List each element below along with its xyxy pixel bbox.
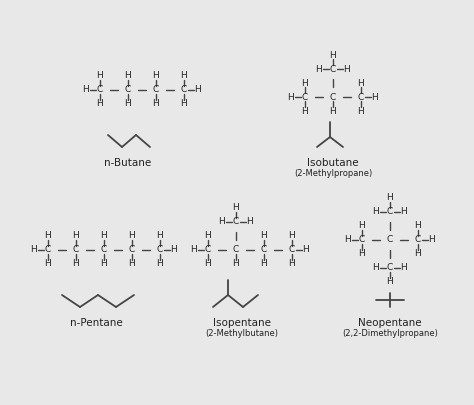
Text: H: H <box>233 203 239 213</box>
Text: (2-Methylbutane): (2-Methylbutane) <box>206 328 279 337</box>
Text: H: H <box>205 260 211 269</box>
Text: H: H <box>373 264 379 273</box>
Text: H: H <box>31 245 37 254</box>
Text: H: H <box>191 245 197 254</box>
Text: H: H <box>359 249 365 258</box>
Text: C: C <box>330 92 336 102</box>
Text: C: C <box>302 92 308 102</box>
Text: C: C <box>387 207 393 217</box>
Text: n-Butane: n-Butane <box>104 158 152 168</box>
Text: C: C <box>415 235 421 245</box>
Text: H: H <box>82 85 90 94</box>
Text: H: H <box>401 264 407 273</box>
Text: C: C <box>233 245 239 254</box>
Text: H: H <box>128 260 136 269</box>
Text: H: H <box>153 72 159 81</box>
Text: H: H <box>357 79 365 87</box>
Text: C: C <box>101 245 107 254</box>
Text: H: H <box>373 207 379 217</box>
Text: C: C <box>359 235 365 245</box>
Text: C: C <box>129 245 135 254</box>
Text: (2,2-Dimethylpropane): (2,2-Dimethylpropane) <box>342 328 438 337</box>
Text: Isopentane: Isopentane <box>213 318 271 328</box>
Text: H: H <box>171 245 177 254</box>
Text: H: H <box>329 51 337 60</box>
Text: (2-Methylpropane): (2-Methylpropane) <box>294 168 372 177</box>
Text: H: H <box>156 260 164 269</box>
Text: H: H <box>125 100 131 109</box>
Text: C: C <box>358 92 364 102</box>
Text: H: H <box>345 235 351 245</box>
Text: H: H <box>205 232 211 241</box>
Text: C: C <box>205 245 211 254</box>
Text: H: H <box>359 222 365 230</box>
Text: H: H <box>289 260 295 269</box>
Text: H: H <box>387 194 393 202</box>
Text: C: C <box>330 64 336 73</box>
Text: H: H <box>344 64 350 73</box>
Text: H: H <box>128 232 136 241</box>
Text: H: H <box>97 72 103 81</box>
Text: H: H <box>45 260 51 269</box>
Text: n-Pentane: n-Pentane <box>70 318 122 328</box>
Text: H: H <box>181 72 187 81</box>
Text: H: H <box>100 232 108 241</box>
Text: Neopentane: Neopentane <box>358 318 422 328</box>
Text: H: H <box>181 100 187 109</box>
Text: H: H <box>246 217 254 226</box>
Text: H: H <box>261 232 267 241</box>
Text: H: H <box>302 245 310 254</box>
Text: C: C <box>387 235 393 245</box>
Text: H: H <box>415 222 421 230</box>
Text: H: H <box>156 232 164 241</box>
Text: H: H <box>125 72 131 81</box>
Text: H: H <box>288 92 294 102</box>
Text: H: H <box>372 92 378 102</box>
Text: H: H <box>100 260 108 269</box>
Text: H: H <box>233 260 239 269</box>
Text: H: H <box>428 235 436 245</box>
Text: H: H <box>289 232 295 241</box>
Text: C: C <box>387 264 393 273</box>
Text: H: H <box>73 232 79 241</box>
Text: C: C <box>181 85 187 94</box>
Text: C: C <box>289 245 295 254</box>
Text: C: C <box>261 245 267 254</box>
Text: H: H <box>45 232 51 241</box>
Text: H: H <box>316 64 322 73</box>
Text: H: H <box>329 107 337 115</box>
Text: C: C <box>45 245 51 254</box>
Text: H: H <box>301 79 309 87</box>
Text: H: H <box>97 100 103 109</box>
Text: H: H <box>153 100 159 109</box>
Text: H: H <box>301 107 309 115</box>
Text: C: C <box>153 85 159 94</box>
Text: H: H <box>73 260 79 269</box>
Text: H: H <box>387 277 393 286</box>
Text: C: C <box>157 245 163 254</box>
Text: C: C <box>73 245 79 254</box>
Text: C: C <box>125 85 131 94</box>
Text: H: H <box>195 85 201 94</box>
Text: H: H <box>357 107 365 115</box>
Text: H: H <box>219 217 225 226</box>
Text: H: H <box>401 207 407 217</box>
Text: H: H <box>261 260 267 269</box>
Text: Isobutane: Isobutane <box>307 158 359 168</box>
Text: H: H <box>415 249 421 258</box>
Text: C: C <box>233 217 239 226</box>
Text: C: C <box>97 85 103 94</box>
